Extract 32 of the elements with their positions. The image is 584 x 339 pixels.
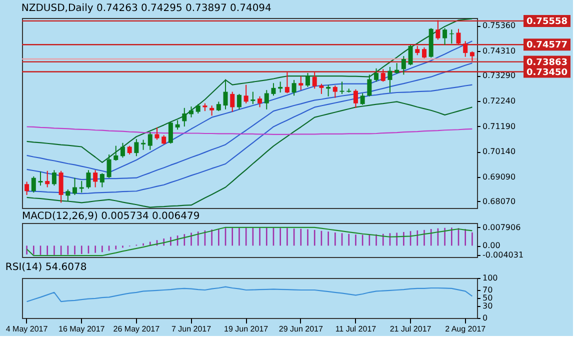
y-tick-label: -0.004031 (482, 250, 524, 260)
x-tick-label: 2 Aug 2017 (445, 324, 486, 334)
chart-title: MACD(12,26,9) 0.005734 0.006479 (22, 211, 200, 222)
y-tick-label: 0.68070 (482, 196, 516, 206)
x-tick-label: 29 Jun 2017 (278, 324, 324, 334)
x-tick-label: 19 Jun 2017 (224, 324, 269, 334)
x-tick-label: 16 May 2017 (58, 324, 106, 334)
y-tick-label: 100 (482, 274, 498, 282)
y-tick-label: 70 (482, 286, 493, 294)
ref-line-label: 0.73450 (526, 68, 568, 78)
ref-line-label: 0.74577 (526, 40, 568, 51)
ref-line-label: 0.73863 (526, 58, 568, 68)
x-tick-label: 21 Jul 2017 (390, 324, 432, 334)
x-tick-label: 4 May 2017 (6, 324, 48, 334)
y-tick-label: 0.71190 (482, 122, 516, 131)
ref-line-label: 0.75558 (526, 16, 568, 27)
y-tick-label: 0.75360 (482, 21, 516, 30)
x-tick-label: 26 May 2017 (113, 324, 160, 334)
x-tick-label: 11 Jul 2017 (335, 324, 377, 334)
x-tick-label: 7 Jun 2017 (171, 324, 212, 334)
y-tick-label: 0.73290 (482, 71, 516, 80)
y-tick-label: 30 (482, 302, 493, 310)
y-tick-label: 0.007906 (482, 222, 521, 232)
y-tick-label: 0.00 (482, 241, 500, 250)
y-tick-label: 0.70140 (482, 147, 516, 156)
y-tick-label: 50 (482, 294, 493, 302)
chart-title: NZDUSD,Daily 0.74263 0.74295 0.73897 0.74094 (21, 2, 272, 14)
y-tick-label: 0.69090 (482, 172, 516, 182)
y-tick-label: 0.74310 (482, 46, 516, 56)
chart-title: RSI(14) 54.6078 (5, 262, 87, 273)
y-tick-label: 0.72240 (482, 96, 516, 106)
y-tick-label: 0 (482, 314, 488, 322)
